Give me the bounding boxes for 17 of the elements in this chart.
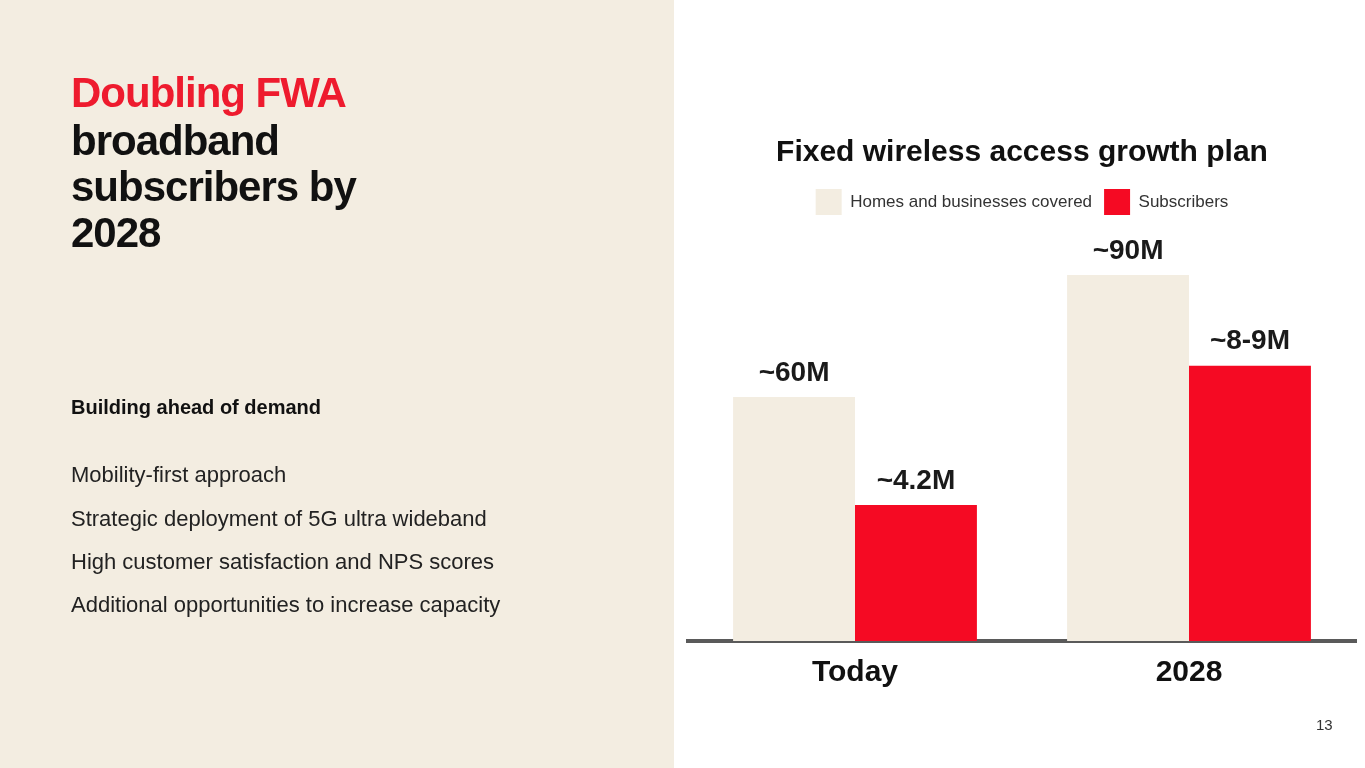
text: High customer satisfaction and NPS scores: [71, 549, 495, 575]
x-tick-label: Today: [811, 654, 899, 688]
text: Doubling FWA: [71, 69, 347, 116]
data-label: ~60M: [758, 355, 830, 387]
data-label: ~8-9M: [1209, 324, 1291, 356]
text: Strategic deployment of 5G ultra wideband: [71, 506, 487, 532]
legend-label: Subscribers: [1138, 191, 1229, 211]
text: 13: [1316, 716, 1333, 733]
text: Additional opportunities to increase capacity: [71, 592, 501, 618]
legend-label: Homes and businesses covered: [850, 191, 1093, 211]
chart-title: Fixed wireless access growth plan: [776, 134, 1268, 168]
data-label: ~4.2M: [876, 463, 956, 495]
text: Building ahead of demand: [71, 396, 322, 419]
x-tick-label: 2028: [1155, 654, 1223, 688]
text: Mobility-first approach: [71, 462, 287, 488]
text: broadband subscribers by 2028: [71, 117, 358, 256]
data-label: ~90M: [1092, 233, 1164, 265]
